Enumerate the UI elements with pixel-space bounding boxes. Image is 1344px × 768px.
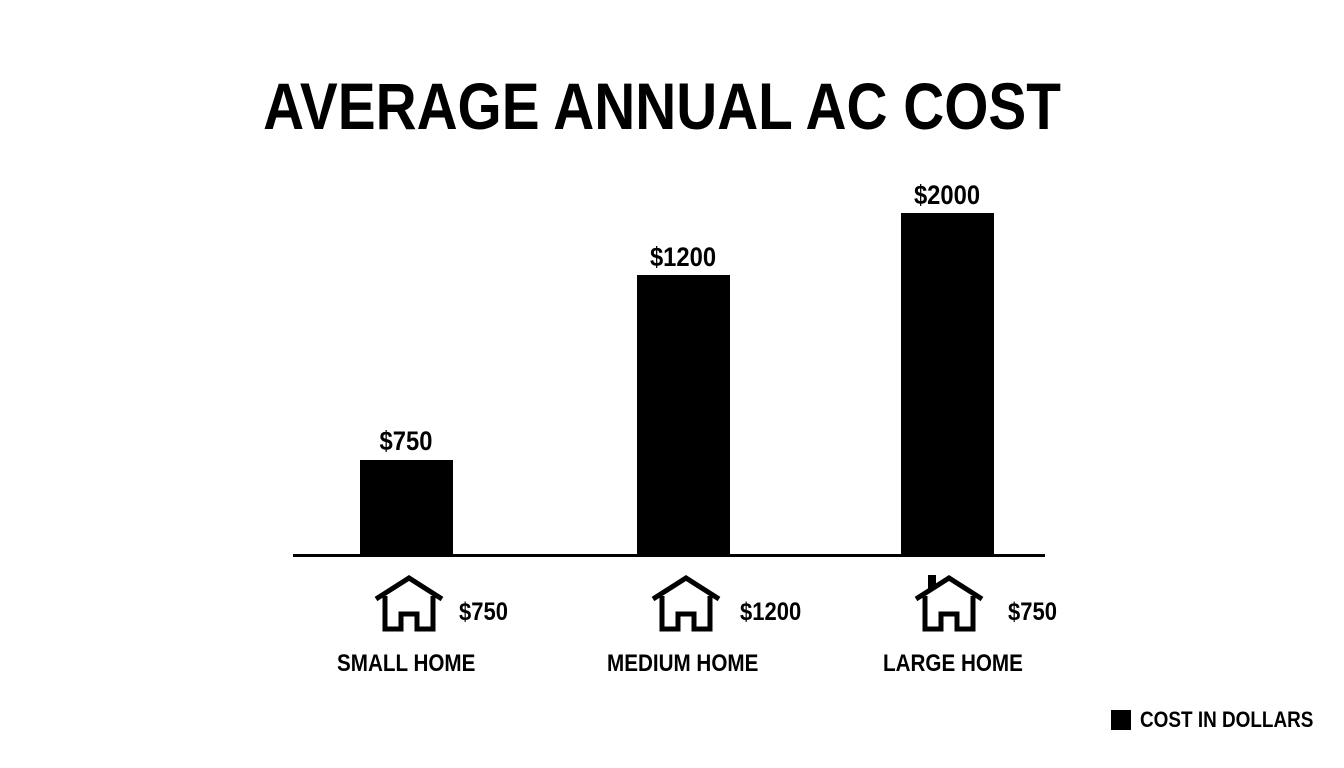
bar-medium-home	[637, 275, 730, 555]
category-name: SMALL HOME	[337, 650, 476, 677]
category-value-label: $1200	[740, 598, 802, 626]
house-with-chimney-icon	[914, 575, 984, 632]
house-icon	[651, 575, 721, 632]
category-name: MEDIUM HOME	[607, 650, 759, 677]
chart-title: AVERAGE ANNUAL AC COST	[263, 69, 1061, 143]
category-value-label: $750	[459, 598, 508, 626]
legend-swatch	[1111, 710, 1131, 730]
bar-small-home	[360, 460, 453, 555]
legend-label: COST IN DOLLARS	[1140, 707, 1314, 732]
category-name: LARGE HOME	[883, 650, 1023, 677]
category-value-label: $750	[1008, 598, 1057, 626]
legend: COST IN DOLLARS	[1111, 707, 1342, 733]
bar-value-label-medium: $1200	[649, 242, 717, 272]
x-axis-line	[293, 554, 1045, 557]
bar-large-home	[901, 213, 994, 555]
house-icon	[374, 575, 444, 632]
bar-value-label-large: $2000	[913, 180, 981, 210]
bar-value-label-small: $750	[379, 426, 433, 456]
